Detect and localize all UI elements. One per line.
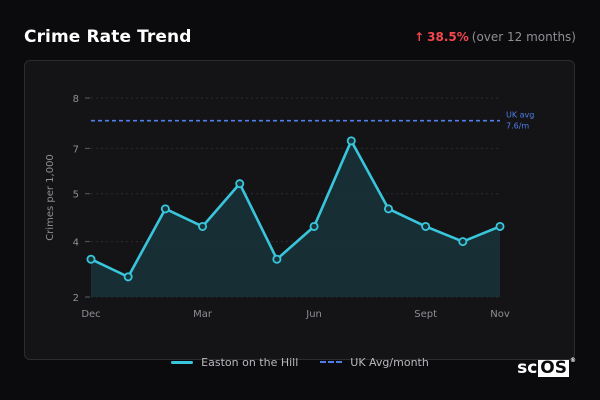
y-tick-label: 8 <box>73 94 79 105</box>
up-arrow-icon: ↑ <box>414 30 425 44</box>
legend-label-series: Easton on the Hill <box>201 355 299 369</box>
registered-mark: ® <box>570 357 576 364</box>
y-tick-label: 7 <box>73 144 79 155</box>
legend-item-series[interactable]: Easton on the Hill <box>171 356 298 369</box>
series-line <box>90 139 501 279</box>
data-point[interactable] <box>458 237 468 247</box>
legend-label-reference: UK Avg/month <box>350 355 429 369</box>
chart-title: Crime Rate Trend <box>24 27 192 47</box>
data-point[interactable] <box>495 221 505 231</box>
x-tick-label: Jun <box>305 309 322 320</box>
x-tick-label: Dec <box>81 309 100 320</box>
chart-card <box>24 60 575 360</box>
y-tick-label: 5 <box>73 190 79 201</box>
legend-item-reference[interactable]: UK Avg/month <box>320 356 429 369</box>
y-axis-label: Crimes per 1,000 <box>45 154 56 241</box>
data-point[interactable] <box>421 221 431 231</box>
legend-swatch-reference <box>320 361 343 363</box>
change-period: (over 12 months) <box>471 30 576 44</box>
data-point[interactable] <box>86 254 96 264</box>
data-point[interactable] <box>272 254 282 264</box>
brand-logo: sc OS ® <box>517 357 576 378</box>
legend-swatch-series <box>171 360 194 364</box>
reference-annotation: UK avg <box>506 111 534 120</box>
data-point[interactable] <box>383 204 393 214</box>
series-area <box>91 140 500 297</box>
data-point[interactable] <box>198 221 208 231</box>
x-tick-label: Nov <box>490 309 510 320</box>
header: Crime Rate Trend ↑ 38.5% (over 12 months… <box>24 24 576 50</box>
change-indicator: ↑ 38.5% (over 12 months) <box>414 30 576 44</box>
data-point[interactable] <box>123 272 133 282</box>
reference-annotation-value: 7.6/m <box>506 122 529 131</box>
data-point[interactable] <box>309 221 319 231</box>
change-value: 38.5% <box>427 30 469 44</box>
x-tick-label: Mar <box>193 309 213 320</box>
brand-text: sc <box>517 358 538 378</box>
data-point[interactable] <box>235 179 245 189</box>
y-tick-label: 2 <box>73 293 79 304</box>
data-point[interactable] <box>160 204 170 214</box>
data-point[interactable] <box>346 136 356 146</box>
y-tick-label: 4 <box>73 238 79 249</box>
x-tick-label: Sept <box>414 309 437 320</box>
legend: Easton on the Hill UK Avg/month <box>0 354 600 370</box>
brand-boxed-text: OS <box>538 358 569 378</box>
